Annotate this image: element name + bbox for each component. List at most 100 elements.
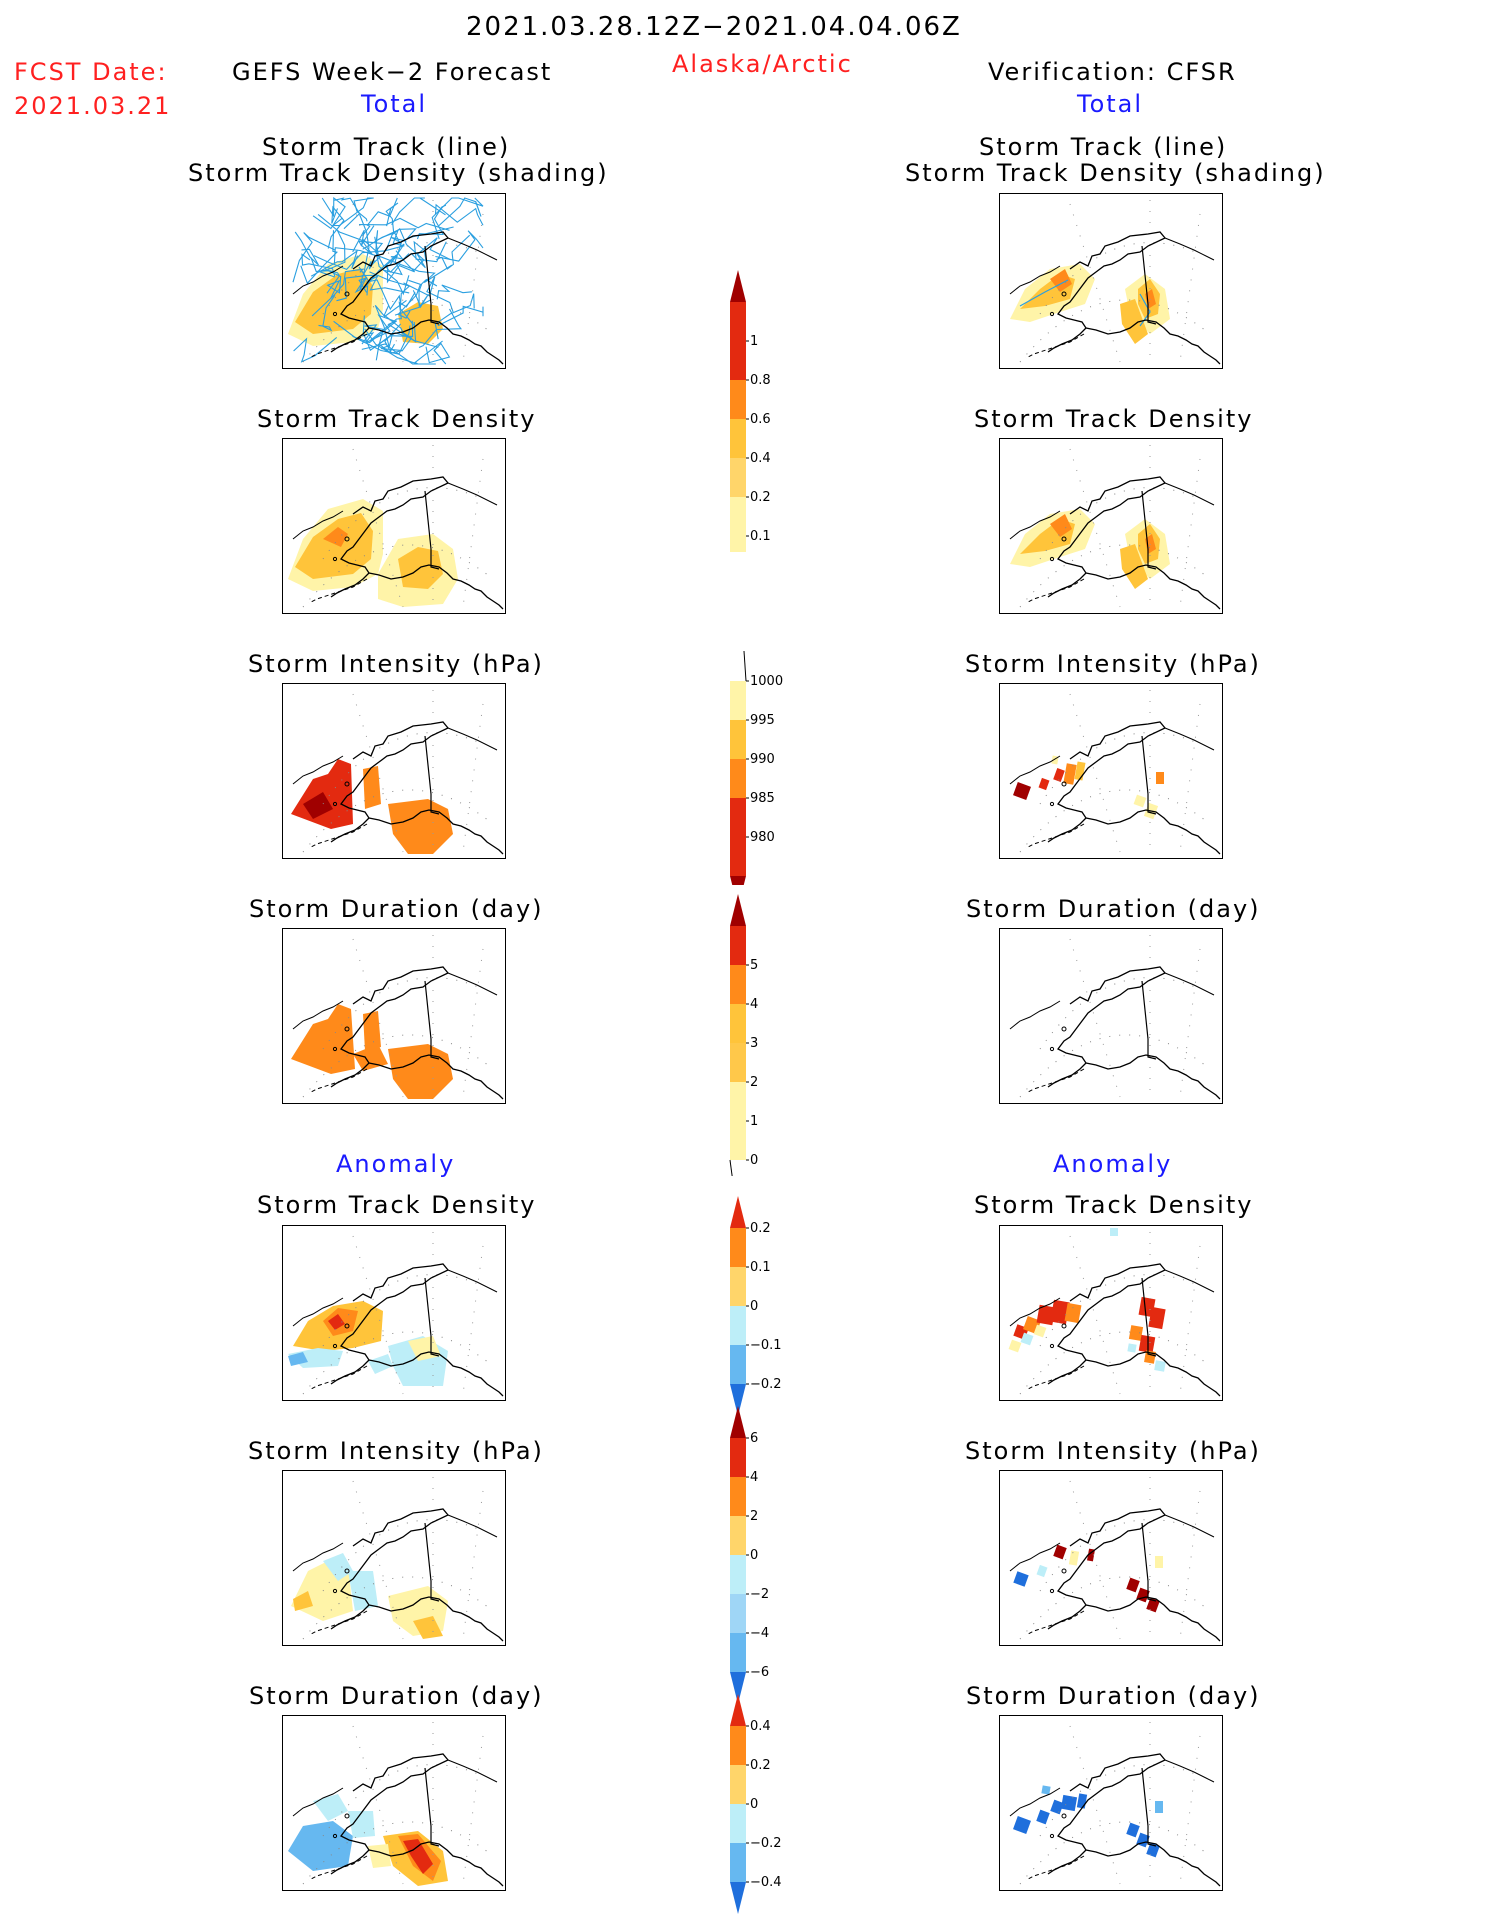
colorbar-tail — [743, 650, 747, 682]
shading-region — [288, 1352, 308, 1366]
shading-region — [1120, 544, 1148, 589]
colorbar-segment — [730, 341, 746, 380]
colorbar-segment — [730, 1043, 746, 1082]
shading-region — [313, 1794, 348, 1821]
colorbar-segment — [730, 1804, 746, 1843]
colorbar-segment — [730, 1306, 746, 1345]
shading-region — [413, 1616, 443, 1639]
shading-region — [295, 513, 373, 579]
left-intensity-map — [282, 683, 506, 859]
left-track-map — [282, 193, 506, 369]
left-p3-title: Storm Intensity (hPa) — [248, 650, 544, 678]
colorbar-segment — [730, 965, 746, 1004]
right-density-map — [999, 438, 1223, 614]
colorbar-label: 5 — [750, 958, 758, 973]
colorbar-label: 0.4 — [750, 451, 771, 466]
alaska-outline — [1009, 690, 1221, 855]
alaska-outline — [292, 1722, 504, 1887]
left-density-anomaly-map — [282, 1225, 506, 1401]
colorbar-label: −6 — [750, 1665, 769, 1680]
shading-cell — [1068, 1550, 1080, 1566]
shading-region — [1050, 269, 1072, 292]
right-track-map — [999, 193, 1223, 369]
right-duration-map — [999, 928, 1223, 1104]
shading-cell — [1138, 1334, 1156, 1354]
colorbar-arrow-top — [730, 1406, 746, 1438]
left-p5-title: Storm Track Density — [257, 1191, 537, 1219]
left-column-title: GEFS Week−2 Forecast — [232, 58, 553, 86]
shading-cell — [1110, 1228, 1118, 1236]
colorbar-arrow-bottom — [730, 1672, 746, 1704]
colorbar-arrow-bottom — [730, 1882, 746, 1914]
colorbar-segment — [730, 1228, 746, 1267]
left-duration-anomaly-map — [282, 1715, 506, 1891]
shading-region — [291, 1004, 355, 1074]
colorbar-label: 0.1 — [750, 1260, 771, 1275]
colorbar-label: 2 — [750, 1075, 758, 1090]
colorbar-segment — [730, 1843, 746, 1882]
colorbar-segment — [730, 458, 746, 497]
left-intensity-anomaly-map — [282, 1470, 506, 1646]
shading-cell — [1126, 1577, 1140, 1593]
right-intensity-map — [999, 683, 1223, 859]
shading-region — [1050, 514, 1072, 537]
region-title: Alaska/Arctic — [672, 50, 853, 78]
fcst-date-label: FCST Date: — [14, 58, 168, 86]
colorbar-label: 0 — [750, 1548, 758, 1563]
colorbar-segment — [730, 926, 746, 965]
right-total-label: Total — [1077, 90, 1144, 118]
shading-cell — [1053, 1544, 1067, 1560]
alaska-outline — [292, 200, 504, 365]
colorbar-label: 980 — [750, 830, 775, 845]
shading-region — [328, 1314, 345, 1330]
shading-cell — [1146, 1842, 1160, 1858]
colorbar-label: 990 — [750, 752, 775, 767]
colorbar-label: 3 — [750, 1036, 758, 1051]
shading-cell — [1076, 1793, 1088, 1809]
shading-region — [348, 1811, 375, 1838]
shading-cell — [1060, 1794, 1078, 1812]
colorbar-segment — [730, 1594, 746, 1633]
colorbar-label: 0 — [750, 1797, 758, 1812]
colorbar-segment — [730, 302, 746, 341]
shading-cell — [1050, 1799, 1064, 1815]
colorbar-tail — [729, 1159, 733, 1176]
colorbar-segment — [730, 419, 746, 458]
colorbar-label: 1 — [750, 1114, 758, 1129]
right-p3-title: Storm Intensity (hPa) — [965, 650, 1261, 678]
right-p1-title-line1: Storm Track (line) — [979, 133, 1228, 161]
colorbar-segment — [730, 1082, 746, 1121]
shading-region — [388, 1044, 453, 1099]
shading-cell — [1041, 1785, 1051, 1795]
colorbar-segment — [730, 1004, 746, 1043]
colorbar-label: −2 — [750, 1587, 769, 1602]
shading-cell — [1036, 1809, 1050, 1825]
right-p4-title: Storm Duration (day) — [966, 895, 1261, 923]
left-p1-title-line1: Storm Track (line) — [262, 133, 511, 161]
colorbar-label: 0.2 — [750, 1221, 771, 1236]
alaska-outline — [292, 445, 504, 610]
colorbar-segment — [730, 536, 746, 552]
shading-cell — [1013, 1816, 1031, 1834]
colorbar-arrow-bottom — [730, 876, 746, 885]
shading-cell — [1036, 1564, 1048, 1578]
shading-cell — [1013, 1571, 1029, 1587]
colorbar-segment — [730, 497, 746, 536]
right-p7-title: Storm Duration (day) — [966, 1682, 1261, 1710]
colorbar-segment — [730, 720, 746, 759]
right-duration-anomaly-map — [999, 1715, 1223, 1891]
storm-track-lines — [292, 196, 484, 365]
alaska-outline — [292, 1232, 504, 1397]
shading-cell — [1127, 1343, 1137, 1353]
colorbar-segment — [730, 681, 746, 720]
colorbar-arrow-bottom — [730, 1384, 746, 1416]
colorbar-segment — [730, 1726, 746, 1765]
colorbar-segment — [730, 1516, 746, 1555]
colorbar-arrow-top — [730, 894, 746, 926]
left-p6-title: Storm Intensity (hPa) — [248, 1437, 544, 1465]
colorbar-label: 0 — [750, 1299, 758, 1314]
shading-cell — [1146, 1597, 1160, 1613]
colorbar-arrow-top — [730, 270, 746, 302]
right-intensity-anomaly-map — [999, 1470, 1223, 1646]
colorbar-label: 0 — [750, 1153, 758, 1168]
